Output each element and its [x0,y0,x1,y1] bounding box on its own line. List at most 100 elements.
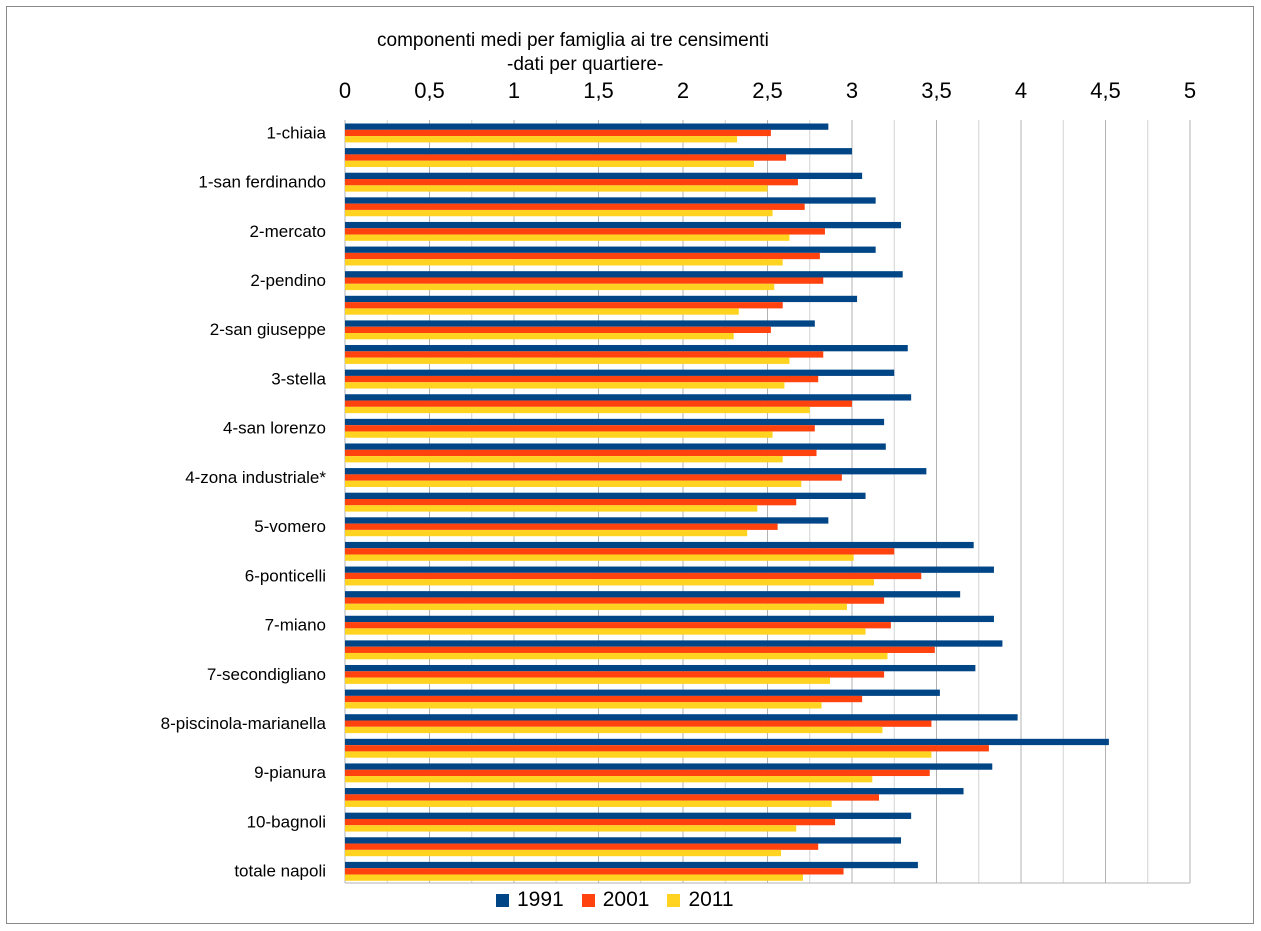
category-label: 1-chiaia [266,123,326,142]
bar-2001 [345,154,787,161]
bar-2001 [345,622,891,629]
legend-item-2011: 2011 [667,888,734,912]
legend-swatch-2001 [581,893,595,907]
legend-item-2001: 2001 [581,888,650,912]
bar-2001 [345,794,880,801]
category-label: 5-vomero [254,517,326,536]
bar-1991 [345,861,918,869]
legend-label-2011: 2011 [688,888,734,911]
bar-2011 [345,800,832,807]
bar-2001 [345,228,825,235]
category-label: 2-mercato [249,222,326,241]
bar-2001 [345,498,797,506]
bar-1991 [345,345,908,352]
bar-2011 [345,628,866,635]
x-tick-label: 2 [677,78,689,103]
legend-label-1991: 1991 [517,888,564,911]
bar-2011 [345,579,874,586]
bar-2001 [345,572,922,580]
bar-2011 [345,283,775,291]
bar-2011 [345,456,783,463]
bar-2001 [345,326,771,334]
bar-2001 [345,597,885,604]
bar-2001 [345,474,842,481]
category-label: 6-ponticelli [245,566,326,585]
bar-2011 [345,480,802,487]
bar-2011 [345,431,773,438]
bar-1991 [345,788,964,795]
bar-2011 [345,702,822,709]
x-tick-label: 3,5 [921,78,952,103]
bar-2001 [345,523,778,530]
category-label: 10-bagnoli [247,812,326,831]
bar-1991 [345,640,1003,647]
bar-2011 [345,874,803,881]
bar-1991 [345,689,940,696]
bar-2011 [345,308,739,315]
bar-2001 [345,129,771,137]
bar-1991 [345,837,902,844]
bar-1991 [345,812,912,819]
x-tick-label: 5 [1184,78,1196,103]
bar-2011 [345,751,932,758]
bar-1991 [345,394,912,401]
chart-frame [6,6,1254,924]
bars [345,123,1109,881]
bar-1991 [345,738,1109,746]
x-tick-label: 1,5 [583,78,614,103]
bar-2001 [345,868,844,875]
bar-2011 [345,776,873,783]
bar-1991 [345,246,876,253]
bar-2001 [345,375,819,383]
x-axis-ticks: 0 0,5 1 1,5 2 2,5 3 3,5 4 4,5 5 [339,78,1196,103]
bar-1991 [345,295,858,303]
bar-2001 [345,351,824,358]
chart-subtitle: -dati per quartiere- [507,54,664,75]
bar-2011 [345,234,790,241]
category-label: 1-san ferdinando [198,173,326,192]
bar-2011 [345,677,831,684]
bar-2001 [345,818,836,826]
bar-2001 [345,671,885,678]
bar-2011 [345,357,790,364]
category-label: 9-pianura [254,763,326,782]
bar-1991 [345,591,961,598]
category-label: 4-zona industriale* [185,468,326,487]
bar-1991 [345,271,903,278]
bar-2001 [345,252,820,260]
bar-2011 [345,652,888,660]
bar-1991 [345,714,1018,721]
legend-item-1991: 1991 [496,888,564,912]
bar-1991 [345,664,976,672]
category-label: 4-san lorenzo [223,419,326,438]
bar-1991 [345,468,927,475]
bar-1991 [345,517,829,524]
bar-2011 [345,382,785,389]
bar-2001 [345,203,805,210]
legend: 1991 2001 2011 [496,888,734,912]
bar-2011 [345,209,773,217]
category-labels: 1-chiaia 1-san ferdinando 2-mercato 2-pendi… [161,123,327,880]
bar-1991 [345,369,895,376]
legend-swatch-2011 [667,893,681,907]
bar-1991 [345,541,974,549]
bar-2011 [345,825,797,832]
bar-1991 [345,566,994,573]
chart-title: componenti medi per famiglia ai tre cens… [377,30,769,51]
bar-1991 [345,172,863,180]
bar-1991 [345,443,886,450]
bar-2011 [345,160,754,168]
bar-2001 [345,843,819,850]
legend-label-2001: 2001 [602,888,650,911]
category-label: 7-miano [265,616,326,635]
bar-1991 [345,615,994,623]
bar-2001 [345,400,852,407]
bar-2001 [345,720,932,727]
bar-2001 [345,302,783,309]
bar-2001 [345,425,815,432]
bar-2011 [345,529,748,537]
bar-2011 [345,505,758,512]
bar-2011 [345,259,783,266]
bar-1991 [345,492,866,499]
